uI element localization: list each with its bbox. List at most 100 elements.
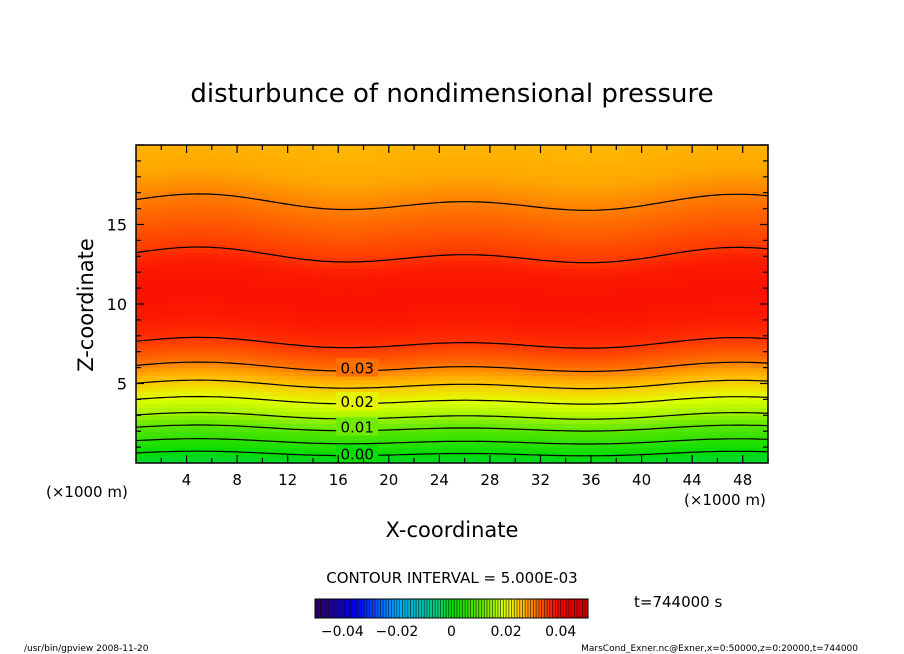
field-cell xyxy=(218,228,226,234)
field-cell xyxy=(470,176,478,182)
field-cell xyxy=(407,292,415,297)
field-cell xyxy=(401,280,409,285)
field-cell xyxy=(243,268,251,273)
field-cell xyxy=(256,367,264,373)
field-cell xyxy=(407,228,415,234)
field-cell xyxy=(205,355,213,361)
field-cell xyxy=(433,323,441,329)
field-cell xyxy=(192,212,200,218)
field-cell xyxy=(325,248,333,254)
field-cell xyxy=(515,216,523,222)
field-cell xyxy=(515,164,523,170)
field-cell xyxy=(414,180,422,186)
field-cell xyxy=(477,427,485,432)
field-cell xyxy=(243,435,251,440)
field-cell xyxy=(414,455,422,460)
field-cell xyxy=(306,300,314,305)
field-cell xyxy=(199,216,207,222)
field-cell xyxy=(331,300,339,305)
field-cell xyxy=(281,411,289,416)
field-cell xyxy=(331,391,339,397)
field-cell xyxy=(243,419,251,424)
field-cell xyxy=(376,315,384,321)
field-cell xyxy=(268,272,276,277)
field-cell xyxy=(180,327,188,333)
field-cell xyxy=(452,431,460,436)
field-cell xyxy=(331,399,339,405)
field-cell xyxy=(154,160,162,166)
field-cell xyxy=(224,331,232,337)
field-cell xyxy=(154,188,162,194)
field-cell xyxy=(376,188,384,194)
field-cell xyxy=(281,304,289,309)
field-cell xyxy=(154,292,162,297)
field-cell xyxy=(369,339,377,345)
field-cell xyxy=(470,307,478,313)
field-cell xyxy=(426,284,434,289)
field-cell xyxy=(218,351,226,357)
field-cell xyxy=(483,423,491,428)
field-cell xyxy=(325,160,333,166)
field-cell xyxy=(357,284,365,289)
field-cell xyxy=(363,228,371,234)
field-cell xyxy=(357,208,365,214)
field-cell xyxy=(414,415,422,420)
field-cell xyxy=(483,184,491,190)
field-cell xyxy=(199,284,207,289)
field-cell xyxy=(224,152,232,158)
field-cell xyxy=(477,260,485,265)
field-cell xyxy=(294,307,302,313)
field-cell xyxy=(180,443,188,448)
field-cell xyxy=(294,268,302,273)
field-cell xyxy=(527,395,535,401)
field-cell xyxy=(439,411,447,416)
field-cell xyxy=(306,435,314,440)
field-cell xyxy=(439,276,447,281)
field-cell xyxy=(426,323,434,329)
field-cell xyxy=(237,431,245,436)
field-cell xyxy=(218,204,226,210)
field-cell xyxy=(294,244,302,250)
field-cell xyxy=(458,431,466,436)
field-cell xyxy=(376,427,384,432)
field-cell xyxy=(275,343,283,349)
field-cell xyxy=(142,288,150,293)
field-cell xyxy=(521,371,529,377)
field-cell xyxy=(199,232,207,238)
field-cell xyxy=(142,395,150,401)
field-cell xyxy=(496,188,504,194)
field-cell xyxy=(407,411,415,416)
field-cell xyxy=(350,435,358,440)
field-cell xyxy=(407,455,415,460)
field-cell xyxy=(192,315,200,321)
field-cell xyxy=(407,160,415,166)
field-cell xyxy=(395,272,403,277)
field-cell xyxy=(243,459,251,463)
field-cell xyxy=(445,343,453,349)
field-cell xyxy=(458,152,466,158)
field-cell xyxy=(167,216,175,222)
field-cell xyxy=(452,300,460,305)
field-cell xyxy=(262,268,270,273)
field-cell xyxy=(382,248,390,254)
field-cell xyxy=(388,315,396,321)
field-cell xyxy=(458,343,466,349)
field-cell xyxy=(477,264,485,269)
field-cell xyxy=(180,387,188,393)
field-cell xyxy=(376,327,384,333)
field-cell xyxy=(199,296,207,301)
field-cell xyxy=(312,347,320,353)
field-cell xyxy=(521,156,529,162)
field-cell xyxy=(167,403,175,409)
field-cell xyxy=(376,152,384,158)
field-cell xyxy=(470,403,478,409)
field-cell xyxy=(502,256,510,261)
field-cell xyxy=(382,383,390,389)
field-cell xyxy=(426,327,434,333)
field-cell xyxy=(445,220,453,226)
field-cell xyxy=(167,451,175,456)
field-cell xyxy=(300,268,308,273)
field-cell xyxy=(154,427,162,432)
field-cell xyxy=(275,304,283,309)
field-cell xyxy=(489,455,497,460)
